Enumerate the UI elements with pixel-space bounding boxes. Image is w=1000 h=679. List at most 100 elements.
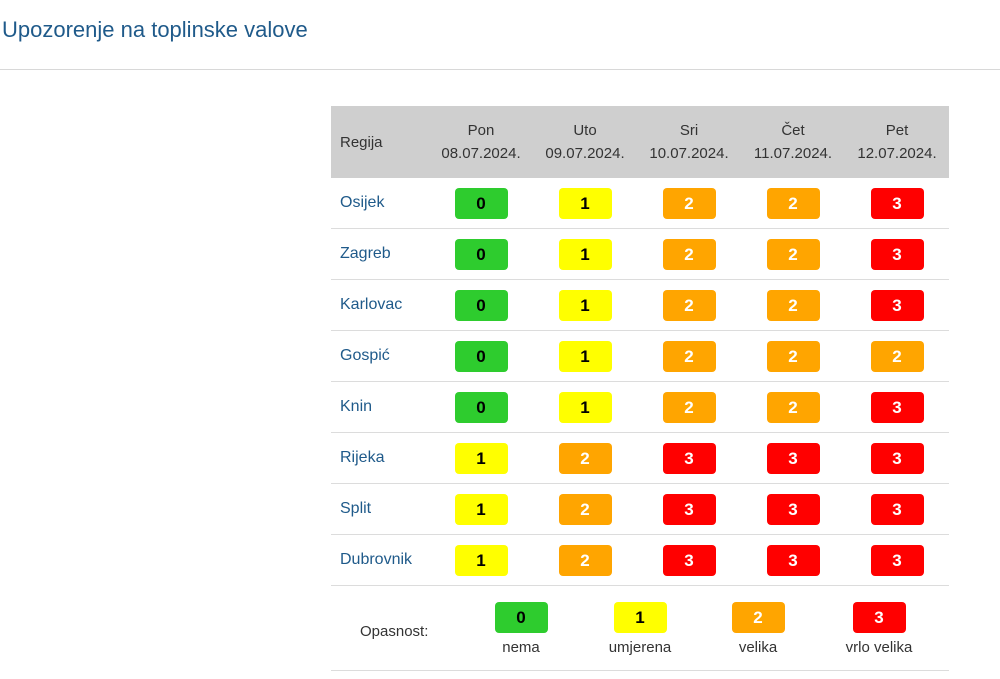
warning-cell: 1 (533, 279, 637, 331)
warning-cell: 1 (533, 228, 637, 280)
warning-level-badge: 3 (766, 442, 820, 474)
legend-item-nema: 0 nema (461, 602, 581, 656)
day-name: Čet (781, 122, 805, 139)
warning-level-badge: 2 (766, 340, 820, 372)
warning-level-badge: 3 (870, 493, 924, 525)
warning-level-badge: 0 (454, 289, 508, 321)
table-row: Knin 0 1 2 2 3 (331, 381, 949, 433)
page-title: Upozorenje na toplinske valove (2, 17, 308, 42)
warning-cell: 3 (741, 483, 845, 535)
region-link[interactable]: Knin (331, 381, 429, 433)
warning-level-badge: 3 (870, 238, 924, 270)
warning-level-badge: 2 (766, 289, 820, 321)
day-column-header: Čet 11.07.2024. (741, 106, 845, 178)
warning-cell: 3 (845, 534, 949, 586)
day-date: 09.07.2024. (545, 145, 625, 162)
warning-cell: 2 (533, 483, 637, 535)
warning-cell: 3 (845, 381, 949, 433)
warning-level-badge: 3 (870, 544, 924, 576)
warning-cell: 3 (845, 178, 949, 229)
warning-level-badge: 2 (870, 340, 924, 372)
warning-cell: 0 (429, 178, 533, 229)
warning-level-badge: 2 (766, 391, 820, 423)
region-link[interactable]: Dubrovnik (331, 534, 429, 586)
warning-level-badge: 1 (558, 391, 612, 423)
title-divider (0, 69, 1000, 70)
day-name: Sri (679, 122, 699, 139)
warning-level-badge: 2 (662, 187, 716, 219)
region-link[interactable]: Split (331, 483, 429, 535)
day-date: 08.07.2024. (441, 145, 521, 162)
legend-label: Opasnost: (360, 623, 429, 640)
region-link[interactable]: Rijeka (331, 432, 429, 484)
warning-cell: 2 (637, 228, 741, 280)
warning-level-badge: 1 (558, 238, 612, 270)
warning-level-badge: 2 (662, 391, 716, 423)
warning-level-badge: 2 (558, 493, 612, 525)
region-link[interactable]: Zagreb (331, 228, 429, 280)
day-date: 12.07.2024. (857, 145, 937, 162)
region-link[interactable]: Karlovac (331, 279, 429, 331)
warning-level-badge: 0 (454, 340, 508, 372)
warning-level-badge: 2 (662, 238, 716, 270)
warning-cell: 2 (845, 330, 949, 382)
warning-level-badge: 1 (558, 289, 612, 321)
warning-cell: 1 (429, 432, 533, 484)
warning-level-badge: 1 (454, 544, 508, 576)
danger-legend: Opasnost: 0 nema 1 umjerena 2 velika 3 v… (331, 589, 949, 671)
warning-level-badge: 3 (662, 493, 716, 525)
table-row: Karlovac 0 1 2 2 3 (331, 279, 949, 331)
warning-cell: 3 (845, 228, 949, 280)
warning-cell: 2 (741, 228, 845, 280)
warning-cell: 0 (429, 228, 533, 280)
legend-text: umjerena (608, 639, 672, 656)
warning-level-badge: 2 (662, 289, 716, 321)
region-link[interactable]: Gospić (331, 330, 429, 382)
day-name: Pet (885, 122, 909, 139)
warning-cell: 2 (741, 279, 845, 331)
warning-cell: 2 (637, 178, 741, 229)
warning-level-badge: 3 (662, 544, 716, 576)
warning-cell: 3 (845, 432, 949, 484)
warning-cell: 3 (741, 534, 845, 586)
table-row: Rijeka 1 2 3 3 3 (331, 432, 949, 484)
warning-cell: 2 (637, 279, 741, 331)
warning-level-badge: 2 (766, 187, 820, 219)
legend-badge: 0 (494, 602, 548, 633)
warning-cell: 3 (741, 432, 845, 484)
warning-cell: 0 (429, 330, 533, 382)
day-name: Uto (573, 122, 597, 139)
table-row: Osijek 0 1 2 2 3 (331, 178, 949, 229)
table-row: Dubrovnik 1 2 3 3 3 (331, 534, 949, 586)
legend-item-velika: 2 velika (698, 602, 818, 656)
day-column-header: Uto 09.07.2024. (533, 106, 637, 178)
warning-level-badge: 0 (454, 187, 508, 219)
warning-cell: 3 (637, 534, 741, 586)
warning-cell: 1 (429, 483, 533, 535)
table-row: Zagreb 0 1 2 2 3 (331, 228, 949, 280)
warning-level-badge: 3 (870, 289, 924, 321)
warning-level-badge: 2 (558, 544, 612, 576)
warning-level-badge: 0 (454, 238, 508, 270)
legend-text: vrlo velika (845, 639, 913, 656)
table-row: Gospić 0 1 2 2 2 (331, 330, 949, 382)
day-column-header: Pon 08.07.2024. (429, 106, 533, 178)
warning-cell: 2 (637, 330, 741, 382)
warning-level-badge: 1 (454, 442, 508, 474)
warning-cell: 1 (533, 381, 637, 433)
legend-badge: 1 (613, 602, 667, 633)
warning-cell: 1 (429, 534, 533, 586)
table-header-row: Regija Pon 08.07.2024. Uto 09.07.2024. Sri… (331, 106, 949, 178)
day-column-header: Pet 12.07.2024. (845, 106, 949, 178)
day-name: Pon (467, 122, 495, 139)
region-link[interactable]: Osijek (331, 178, 429, 229)
heatwave-warning-table: Regija Pon 08.07.2024. Uto 09.07.2024. Sri… (331, 106, 949, 586)
warning-level-badge: 1 (558, 340, 612, 372)
warning-cell: 2 (533, 534, 637, 586)
legend-item-vrlo-velika: 3 vrlo velika (819, 602, 939, 656)
legend-text: velika (738, 639, 778, 656)
legend-badge: 3 (852, 602, 906, 633)
warning-cell: 3 (845, 483, 949, 535)
day-column-header: Sri 10.07.2024. (637, 106, 741, 178)
legend-badge: 2 (731, 602, 785, 633)
